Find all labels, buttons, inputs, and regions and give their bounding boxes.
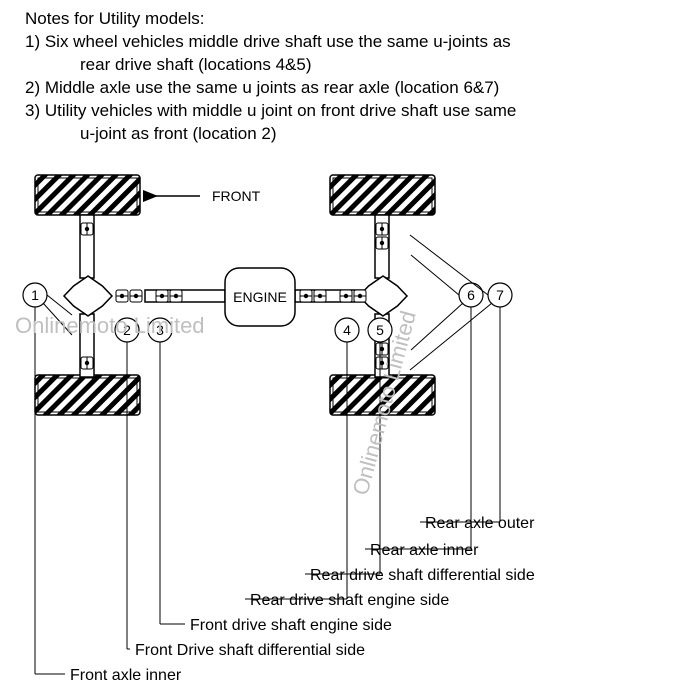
notes-heading: Notes for Utility models: [25, 8, 675, 31]
svg-text:Front drive shaft engine side: Front drive shaft engine side [190, 617, 392, 634]
svg-text:1: 1 [31, 287, 39, 303]
note-2: 2) Middle axle use the same u joints as … [25, 77, 675, 100]
svg-text:Rear axle outer: Rear axle outer [425, 515, 535, 532]
svg-text:2: 2 [123, 322, 131, 338]
svg-text:Front Drive shaft differential: Front Drive shaft differential side [135, 642, 365, 659]
notes-block: Notes for Utility models: 1) Six wheel v… [25, 8, 675, 146]
note-3b: u-joint as front (location 2) [25, 123, 675, 146]
svg-text:4: 4 [343, 322, 351, 338]
svg-text:Rear drive shaft engine side: Rear drive shaft engine side [250, 592, 449, 609]
svg-text:7: 7 [496, 287, 504, 303]
svg-text:Rear axle inner: Rear axle inner [370, 542, 479, 559]
svg-text:6: 6 [467, 287, 475, 303]
note-1a: 1) Six wheel vehicles middle drive shaft… [25, 31, 675, 54]
svg-text:Rear drive shaft differential: Rear drive shaft differential side [310, 567, 535, 584]
note-3a: 3) Utility vehicles with middle u joint … [25, 100, 675, 123]
svg-text:FRONT: FRONT [212, 188, 261, 204]
svg-text:ENGINE: ENGINE [233, 289, 287, 305]
drivetrain-diagram: ENGINE FRONT 1 Front axle inner 2 Front Drive… [0, 160, 700, 700]
svg-text:5: 5 [376, 322, 384, 338]
svg-text:3: 3 [156, 322, 164, 338]
svg-text:Front axle inner: Front axle inner [70, 667, 182, 684]
note-1b: rear drive shaft (locations 4&5) [25, 54, 675, 77]
